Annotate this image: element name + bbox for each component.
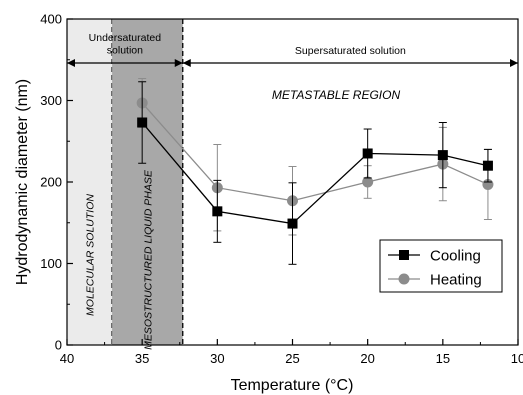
y-tick-label: 200 [40, 175, 62, 190]
data-series [136, 77, 494, 265]
series-line [141, 102, 489, 202]
x-tick-label: 30 [210, 351, 224, 366]
range-label: Undersaturated solution [89, 32, 162, 57]
y-tick-label: 400 [40, 12, 62, 27]
legend-label: Heating [430, 272, 482, 289]
region-label: MESOSTRUCTURED LIQUID PHASE [142, 169, 154, 350]
series-line [141, 122, 489, 225]
metastable-region-label: METASTABLE REGION [272, 88, 401, 102]
x-tick-label: 10 [511, 351, 523, 366]
region-band [67, 19, 113, 345]
region-band [112, 19, 183, 345]
legend-box [379, 239, 503, 293]
x-tick-label: 35 [135, 351, 149, 366]
legend-marker [399, 250, 409, 260]
y-tick-label: 300 [40, 93, 62, 108]
arrow-head [174, 59, 183, 68]
range-label: Supersaturated solution [295, 45, 406, 57]
y-tick-label: 0 [55, 338, 62, 353]
saturation-ranges: Undersaturated solution Supersaturated sol… [67, 32, 518, 68]
y-axis-label: Hydrodynamic diameter (nm) [14, 79, 31, 285]
x-tick-label: 15 [436, 351, 450, 366]
data-point [437, 150, 448, 161]
data-point [482, 160, 493, 171]
x-tick-label: 40 [60, 351, 74, 366]
y-tick-label: 100 [40, 256, 62, 271]
shaded-regions [67, 19, 184, 345]
legend-marker [398, 273, 410, 285]
data-point [137, 117, 148, 128]
data-point [212, 206, 223, 217]
data-point [362, 148, 373, 159]
arrow-head [510, 59, 518, 68]
data-point [362, 176, 374, 188]
arrow-head [67, 59, 75, 68]
x-tick-label: 25 [285, 351, 299, 366]
x-tick-label: 20 [360, 351, 374, 366]
region-labels: MOLECULAR SOLUTION MESOSTRUCTURED LIQUID … [85, 169, 155, 350]
region-label: MOLECULAR SOLUTION [85, 194, 97, 316]
legend: Cooling Heating [379, 239, 503, 293]
x-axis-label: Temperature (°C) [231, 377, 354, 394]
data-point [287, 218, 298, 229]
arrow-head [182, 59, 191, 68]
legend-label: Cooling [430, 248, 481, 265]
